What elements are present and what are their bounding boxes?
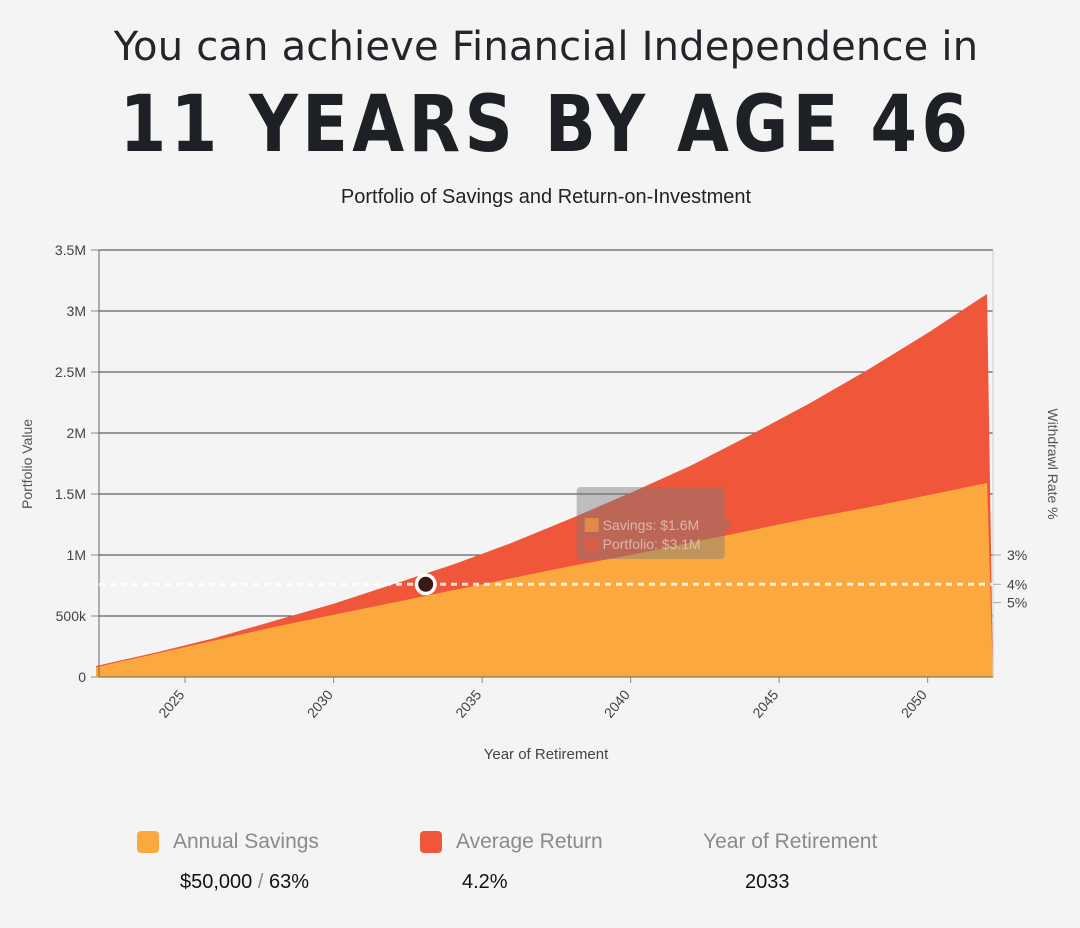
y-tick-label: 2.5M <box>55 364 86 380</box>
annual-savings-swatch <box>137 831 159 853</box>
y-tick-label: 1.5M <box>55 486 86 502</box>
year-of-retirement-label: Year of Retirement <box>703 830 878 853</box>
average-return-value: 4.2% <box>462 871 508 893</box>
average-return-swatch <box>420 831 442 853</box>
annual-savings-label: Annual Savings <box>173 830 319 853</box>
x-tick-label: 2045 <box>749 686 781 720</box>
tooltip-pointer <box>724 517 732 531</box>
legend-year-of-retirement: Year of Retirement <box>703 830 877 854</box>
annual-savings-value: $50,000 / 63% <box>180 871 309 894</box>
x-tick-label: 2035 <box>452 686 484 720</box>
fi-threshold <box>99 573 993 596</box>
legend-average-return: Average Return <box>420 830 603 854</box>
tooltip: Savings: $1.6M Portfolio: $3.1M <box>576 487 732 559</box>
y-tick-label: 3.5M <box>55 242 86 258</box>
axes <box>98 250 1001 683</box>
headline: You can achieve Financial Independence i… <box>113 24 979 70</box>
y-tick-label: 500k <box>56 608 87 624</box>
withdrawal-rate-label: 4% <box>1007 576 1027 592</box>
y2-axis-label: Withdrawl Rate % <box>1045 408 1061 519</box>
y-tick-label: 3M <box>67 303 86 319</box>
tooltip-portfolio-swatch <box>584 537 599 551</box>
chart-title: Portfolio of Savings and Return-on-Inves… <box>340 186 752 208</box>
tooltip-portfolio: Portfolio: $3.1M <box>603 536 701 552</box>
big-title: 11 YEARS BY AGE 46 <box>119 80 973 170</box>
x-tick-label: 2025 <box>155 686 187 720</box>
tooltip-savings: Savings: $1.6M <box>603 517 700 533</box>
year-of-retirement-value: 2033 <box>745 871 790 893</box>
x-tick-label: 2030 <box>304 686 336 720</box>
y-tick-label: 1M <box>67 547 86 563</box>
withdrawal-rate-label: 3% <box>1007 547 1027 563</box>
portfolio-chart: 0 500k 1M 1.5M 2M 2.5M 3M 3.5M 2025 2030 2035 2040 2… <box>19 242 1061 763</box>
legend-annual-savings: Annual Savings <box>137 830 319 854</box>
y-tick-label: 2M <box>67 425 86 441</box>
y-axis-label: Portfolio Value <box>19 419 35 509</box>
annual-savings-amount: $50,000 <box>180 871 253 893</box>
average-return-label: Average Return <box>456 830 603 853</box>
annual-savings-separator: / <box>257 871 264 893</box>
withdrawal-rate-label: 5% <box>1007 595 1027 611</box>
area-annual-savings <box>96 483 993 677</box>
area-series <box>96 293 993 677</box>
annual-savings-percent: 63% <box>268 871 310 893</box>
y-tick-label: 0 <box>78 669 86 685</box>
x-tick-label: 2040 <box>601 686 633 720</box>
x-axis-label: Year of Retirement <box>484 746 609 763</box>
tooltip-savings-swatch <box>584 518 599 532</box>
x-tick-label: 2050 <box>898 686 930 720</box>
retirement-marker <box>418 576 434 592</box>
tooltip-box <box>576 487 725 559</box>
